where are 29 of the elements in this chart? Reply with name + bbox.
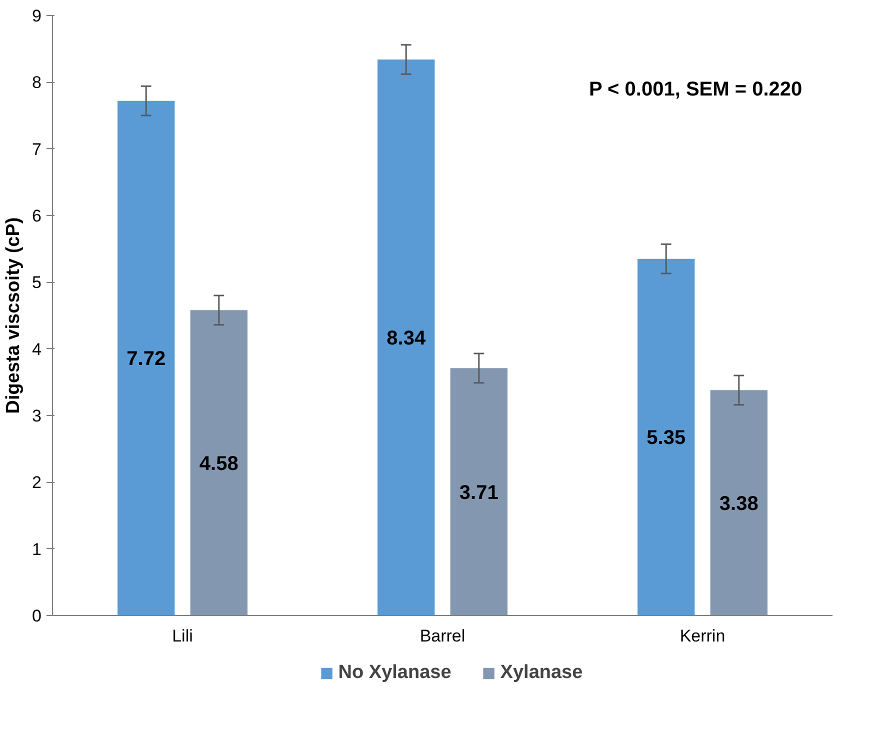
data-label: 8.34 [386, 328, 426, 350]
data-label: 3.71 [459, 482, 498, 504]
y-tick-label: 9 [32, 6, 42, 26]
x-tick-label: Lili [172, 626, 193, 646]
y-tick-label: 7 [32, 140, 42, 159]
x-tick-label: Kerrin [680, 626, 726, 646]
data-label: 4.58 [199, 452, 238, 475]
data-label: 3.38 [719, 492, 758, 515]
data-label: 7.72 [126, 348, 166, 370]
bar [710, 390, 768, 616]
y-tick-label: 2 [32, 473, 42, 492]
y-tick-label: 1 [32, 540, 42, 559]
bar [638, 258, 695, 616]
y-tick-label: 4 [32, 340, 42, 359]
bar [190, 310, 248, 616]
bar [450, 368, 508, 616]
y-axis-title: Digesta viscsoity (cP) [3, 217, 24, 414]
x-tick-label: Barrel [420, 626, 466, 646]
legend-label: Xylanase [500, 662, 583, 684]
annotation: P < 0.001, SEM = 0.220 [589, 78, 802, 100]
y-tick-label: 6 [32, 206, 42, 226]
y-tick-label: 8 [32, 73, 42, 92]
y-tick-label: 0 [32, 606, 42, 626]
y-tick-label: 5 [32, 273, 42, 292]
y-tick-label: 3 [32, 406, 42, 426]
legend-label: No Xylanase [338, 662, 452, 684]
bar [118, 100, 175, 616]
bar [378, 60, 435, 616]
data-label: 5.35 [646, 427, 686, 450]
